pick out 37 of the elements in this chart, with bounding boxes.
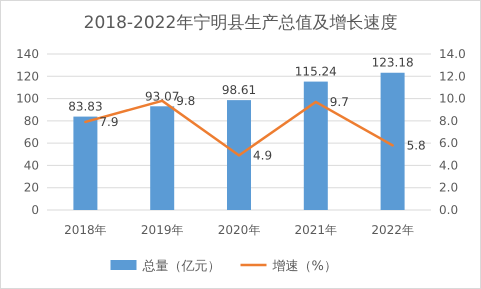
y2-tick-label: 6.0 <box>439 136 458 150</box>
data-label: 4.9 <box>253 148 272 162</box>
x-tick-label: 2021年 <box>294 223 338 237</box>
bar <box>304 82 328 210</box>
y2-tick-label: 8.0 <box>439 114 458 128</box>
data-label: 9.7 <box>330 94 349 109</box>
data-label: 5.8 <box>406 138 426 152</box>
y-tick-label: 100 <box>16 92 39 106</box>
y-tick-label: 80 <box>24 114 39 128</box>
y2-tick-label: 0.0 <box>439 203 458 217</box>
data-label: 123.18 <box>372 56 414 70</box>
chart-title: 2018-2022年宁明县生产总值及增长速度 <box>84 13 398 33</box>
data-label: 83.83 <box>68 100 103 114</box>
y-tick-label: 140 <box>16 47 39 61</box>
x-tick-label: 2020年 <box>218 223 260 237</box>
bar <box>380 72 405 210</box>
x-tick-label: 2022年 <box>371 223 414 237</box>
bar <box>73 116 98 210</box>
y2-tick-label: 4.0 <box>439 158 458 172</box>
y-tick-label: 60 <box>24 136 39 150</box>
data-label: 98.61 <box>222 83 256 98</box>
y-tick-label: 20 <box>24 180 39 195</box>
legend-label: 增速（%） <box>272 259 337 274</box>
y-tick-label: 40 <box>24 158 39 172</box>
bar <box>150 106 174 210</box>
legend-label: 总量（亿元） <box>142 259 220 274</box>
x-tick-label: 2018年 <box>64 223 107 237</box>
y2-tick-label: 14.0 <box>439 47 466 61</box>
y2-tick-label: 2.0 <box>439 180 458 195</box>
bar <box>227 100 251 210</box>
x-tick-label: 2019年 <box>140 223 184 237</box>
y-tick-label: 0 <box>31 203 39 217</box>
data-label: 115.24 <box>294 64 337 79</box>
data-label: 7.9 <box>99 114 118 129</box>
y2-tick-label: 10.0 <box>439 92 466 106</box>
y-tick-label: 120 <box>16 69 39 84</box>
y2-tick-label: 12.0 <box>439 69 466 84</box>
